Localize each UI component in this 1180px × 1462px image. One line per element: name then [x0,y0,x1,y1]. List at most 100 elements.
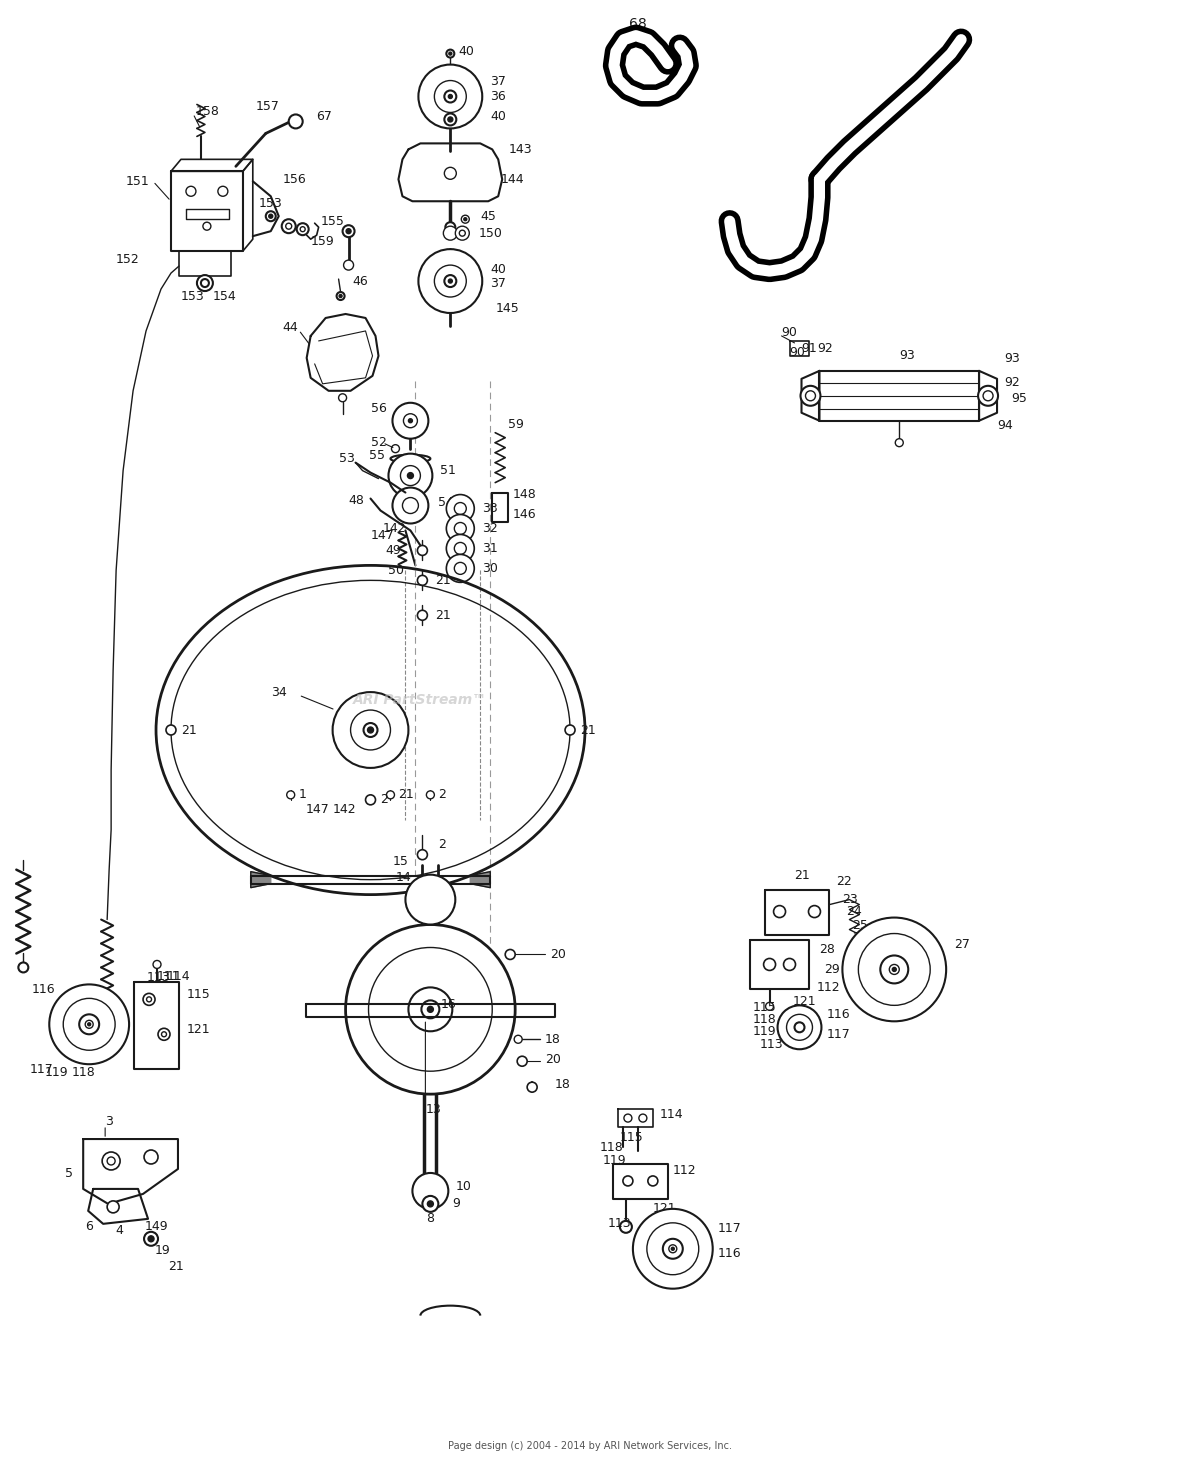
Circle shape [454,542,466,554]
Circle shape [368,947,492,1072]
Text: 2: 2 [438,838,446,851]
Circle shape [418,576,427,585]
Text: 3: 3 [105,1114,113,1127]
Text: 21: 21 [168,1260,184,1273]
Text: 92: 92 [818,342,833,355]
Text: 16: 16 [440,999,457,1010]
Circle shape [366,795,375,804]
Circle shape [892,968,897,971]
Circle shape [296,224,309,235]
Circle shape [392,444,400,453]
Circle shape [300,227,306,231]
Text: 114: 114 [660,1108,683,1120]
Circle shape [144,1151,158,1164]
Text: 55: 55 [368,449,385,462]
Circle shape [19,962,28,972]
Text: 21: 21 [581,724,596,737]
Text: 34: 34 [270,686,287,699]
Circle shape [978,386,998,406]
Text: 20: 20 [545,1053,560,1066]
Text: 117: 117 [30,1063,53,1076]
Circle shape [363,724,378,737]
Text: 2: 2 [380,794,388,807]
Circle shape [419,249,483,313]
Circle shape [197,275,212,291]
Circle shape [339,294,342,298]
Text: 143: 143 [509,143,532,156]
Circle shape [404,414,418,428]
Text: 146: 146 [512,507,536,520]
Text: 27: 27 [955,939,970,950]
Circle shape [87,1023,91,1026]
Text: 95: 95 [1011,392,1027,405]
Text: 52: 52 [371,436,386,449]
Circle shape [446,535,474,563]
Text: 10: 10 [455,1180,471,1193]
Text: 152: 152 [116,253,140,266]
Text: 113: 113 [148,971,171,984]
Circle shape [778,1006,821,1050]
Circle shape [446,494,474,522]
Circle shape [808,905,820,918]
Circle shape [454,503,466,515]
Circle shape [880,956,909,984]
Text: 90: 90 [781,326,798,339]
Text: 116: 116 [826,1007,850,1020]
Circle shape [408,987,452,1031]
Text: 149: 149 [145,1221,169,1234]
Text: 21: 21 [435,608,451,621]
Text: 119: 119 [753,1025,776,1038]
Text: 24: 24 [846,905,863,918]
Circle shape [162,1032,166,1037]
Circle shape [784,959,795,971]
Circle shape [393,402,428,439]
Text: 9: 9 [452,1197,460,1211]
Circle shape [406,874,455,924]
Circle shape [454,563,466,575]
Text: 118: 118 [599,1140,624,1154]
Circle shape [202,281,208,287]
Circle shape [794,1022,805,1032]
Text: 147: 147 [371,529,394,542]
Text: 151: 151 [126,175,150,187]
Text: 13: 13 [425,1102,441,1116]
Circle shape [408,418,413,423]
Text: 19: 19 [155,1244,171,1257]
Text: 113: 113 [608,1218,631,1231]
Circle shape [418,545,427,556]
Circle shape [343,260,354,270]
Circle shape [434,80,466,113]
Text: 118: 118 [71,1066,94,1079]
Text: 157: 157 [256,99,280,113]
Text: 115: 115 [753,1001,776,1013]
Circle shape [434,265,466,297]
Circle shape [421,1000,439,1019]
Circle shape [620,1221,632,1232]
Circle shape [896,439,903,447]
Circle shape [505,949,516,959]
Text: 29: 29 [825,963,840,977]
Circle shape [464,218,467,221]
Circle shape [388,453,432,497]
Text: 37: 37 [490,75,506,88]
Circle shape [418,849,427,860]
Circle shape [448,95,452,98]
Text: 155: 155 [321,215,345,228]
Circle shape [282,219,296,232]
Text: 67: 67 [315,110,332,123]
Text: 2: 2 [438,788,446,801]
Text: ARI PartStream™: ARI PartStream™ [353,693,487,708]
Text: 115: 115 [186,988,211,1001]
Text: 14: 14 [395,871,411,885]
Text: 144: 144 [500,173,524,186]
Text: 94: 94 [997,420,1012,433]
Text: 4: 4 [116,1224,123,1237]
Circle shape [445,91,457,102]
Text: 111: 111 [157,969,181,982]
Circle shape [342,225,354,237]
Circle shape [407,472,413,478]
Circle shape [446,554,474,582]
Circle shape [427,1200,433,1206]
Circle shape [445,275,457,287]
Circle shape [663,1238,683,1259]
